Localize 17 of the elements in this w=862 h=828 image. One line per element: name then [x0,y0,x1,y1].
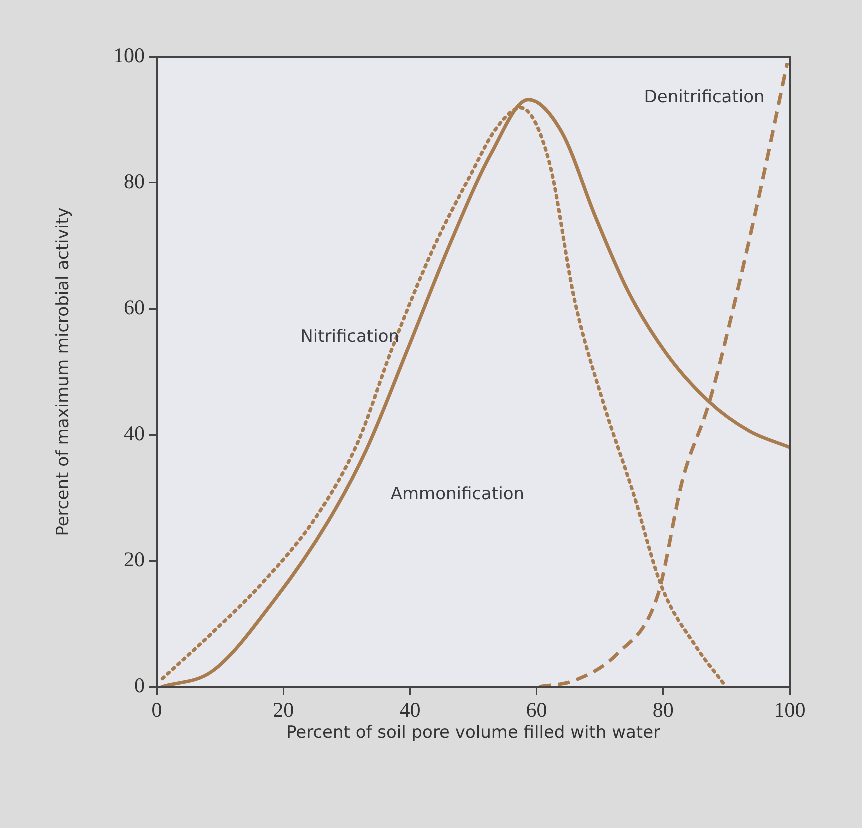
y-tick-label: 40 [124,422,145,446]
y-tick-label: 20 [124,548,145,572]
y-tick-label: 80 [124,170,145,194]
y-tick-label: 100 [114,44,145,68]
y-tick-label: 0 [134,674,145,698]
x-tick-label: 60 [526,698,548,722]
x-tick-label: 80 [652,698,674,722]
series-label: Nitrification [300,326,400,347]
y-axis-title: Percent of maximum microbial activity [54,208,74,536]
x-tick-label: 100 [774,698,806,722]
y-tick-label: 60 [124,296,145,320]
series-label: Denitrification [644,87,765,108]
x-axis-title: Percent of soil pore volume filled with water [286,723,661,744]
x-tick-label: 20 [273,698,294,722]
x-tick-label: 0 [152,698,162,722]
text: Ammonification [390,484,525,504]
x-tick-label: 40 [400,698,421,722]
